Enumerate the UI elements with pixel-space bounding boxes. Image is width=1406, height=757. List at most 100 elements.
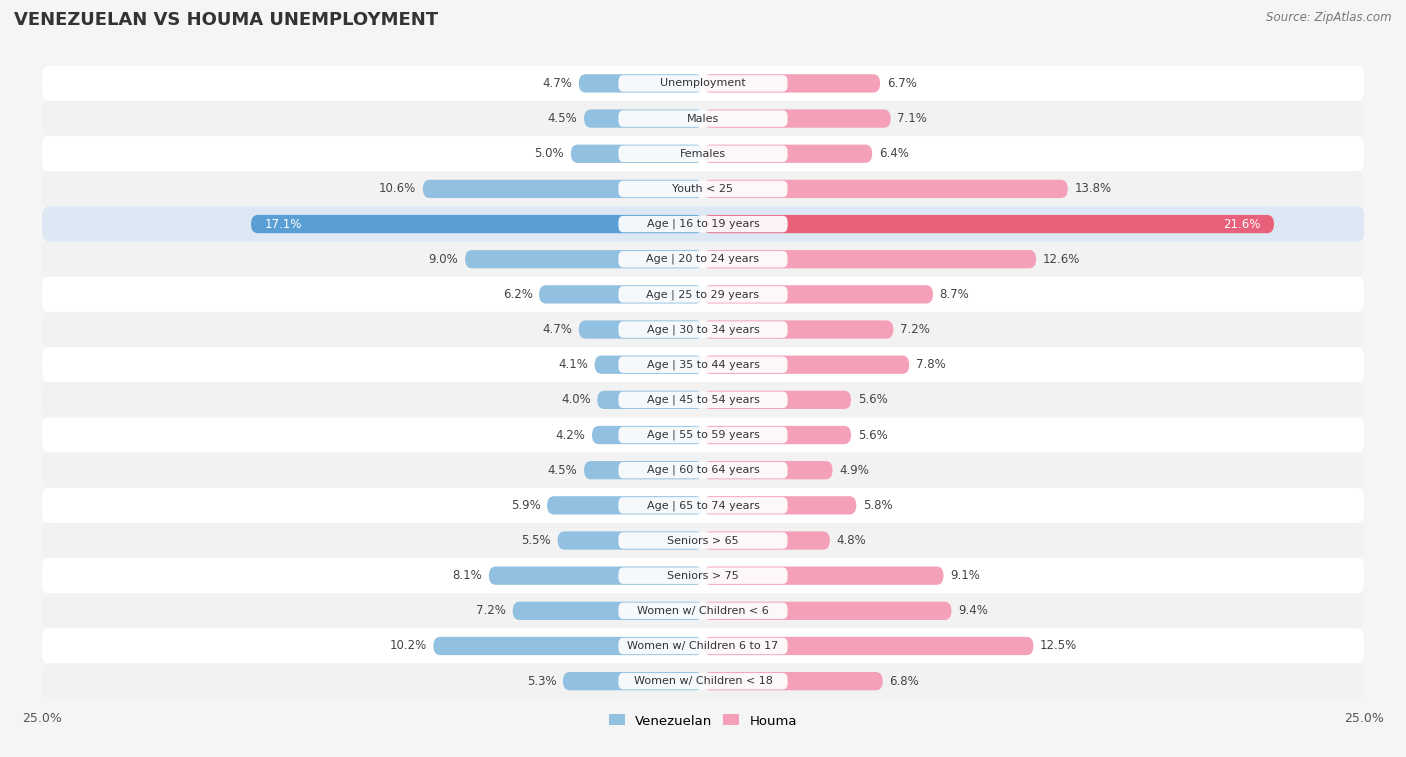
Text: 7.8%: 7.8% xyxy=(915,358,945,371)
Text: Females: Females xyxy=(681,148,725,159)
FancyBboxPatch shape xyxy=(579,320,703,338)
FancyBboxPatch shape xyxy=(513,602,703,620)
Text: Age | 20 to 24 years: Age | 20 to 24 years xyxy=(647,254,759,264)
Text: Seniors > 75: Seniors > 75 xyxy=(666,571,740,581)
FancyBboxPatch shape xyxy=(547,496,703,515)
FancyBboxPatch shape xyxy=(558,531,703,550)
Legend: Venezuelan, Houma: Venezuelan, Houma xyxy=(603,709,803,733)
FancyBboxPatch shape xyxy=(703,496,856,515)
FancyBboxPatch shape xyxy=(703,320,893,338)
FancyBboxPatch shape xyxy=(703,426,851,444)
Text: 5.9%: 5.9% xyxy=(510,499,540,512)
FancyBboxPatch shape xyxy=(703,356,910,374)
Text: 21.6%: 21.6% xyxy=(1223,217,1261,231)
FancyBboxPatch shape xyxy=(703,531,830,550)
Text: 5.6%: 5.6% xyxy=(858,394,887,407)
FancyBboxPatch shape xyxy=(42,382,1364,417)
Text: 8.1%: 8.1% xyxy=(453,569,482,582)
FancyBboxPatch shape xyxy=(619,321,787,338)
FancyBboxPatch shape xyxy=(42,347,1364,382)
Text: 4.7%: 4.7% xyxy=(543,323,572,336)
FancyBboxPatch shape xyxy=(42,488,1364,523)
FancyBboxPatch shape xyxy=(619,427,787,444)
Text: 10.2%: 10.2% xyxy=(389,640,427,653)
Text: 8.7%: 8.7% xyxy=(939,288,969,301)
Text: Age | 55 to 59 years: Age | 55 to 59 years xyxy=(647,430,759,441)
FancyBboxPatch shape xyxy=(703,110,890,128)
FancyBboxPatch shape xyxy=(42,277,1364,312)
FancyBboxPatch shape xyxy=(571,145,703,163)
FancyBboxPatch shape xyxy=(562,672,703,690)
FancyBboxPatch shape xyxy=(703,637,1033,655)
FancyBboxPatch shape xyxy=(583,461,703,479)
Text: Age | 45 to 54 years: Age | 45 to 54 years xyxy=(647,394,759,405)
Text: 7.2%: 7.2% xyxy=(900,323,929,336)
Text: Age | 16 to 19 years: Age | 16 to 19 years xyxy=(647,219,759,229)
FancyBboxPatch shape xyxy=(703,566,943,585)
Text: 5.6%: 5.6% xyxy=(858,428,887,441)
FancyBboxPatch shape xyxy=(703,285,934,304)
FancyBboxPatch shape xyxy=(703,215,1274,233)
Text: Age | 25 to 29 years: Age | 25 to 29 years xyxy=(647,289,759,300)
Text: 12.6%: 12.6% xyxy=(1043,253,1080,266)
FancyBboxPatch shape xyxy=(595,356,703,374)
FancyBboxPatch shape xyxy=(703,74,880,92)
Text: Males: Males xyxy=(688,114,718,123)
FancyBboxPatch shape xyxy=(703,145,872,163)
FancyBboxPatch shape xyxy=(619,75,787,92)
FancyBboxPatch shape xyxy=(619,673,787,690)
FancyBboxPatch shape xyxy=(252,215,703,233)
FancyBboxPatch shape xyxy=(465,250,703,269)
FancyBboxPatch shape xyxy=(619,568,787,584)
Text: Women w/ Children 6 to 17: Women w/ Children 6 to 17 xyxy=(627,641,779,651)
FancyBboxPatch shape xyxy=(619,532,787,549)
FancyBboxPatch shape xyxy=(42,171,1364,207)
Text: 12.5%: 12.5% xyxy=(1040,640,1077,653)
FancyBboxPatch shape xyxy=(703,672,883,690)
FancyBboxPatch shape xyxy=(703,179,1067,198)
Text: 9.1%: 9.1% xyxy=(950,569,980,582)
FancyBboxPatch shape xyxy=(619,603,787,619)
Text: 6.2%: 6.2% xyxy=(502,288,533,301)
FancyBboxPatch shape xyxy=(42,207,1364,241)
FancyBboxPatch shape xyxy=(583,110,703,128)
Text: VENEZUELAN VS HOUMA UNEMPLOYMENT: VENEZUELAN VS HOUMA UNEMPLOYMENT xyxy=(14,11,439,30)
Text: Unemployment: Unemployment xyxy=(661,79,745,89)
Text: 6.8%: 6.8% xyxy=(890,674,920,687)
FancyBboxPatch shape xyxy=(42,558,1364,593)
FancyBboxPatch shape xyxy=(423,179,703,198)
Text: 4.5%: 4.5% xyxy=(548,464,578,477)
Text: 4.8%: 4.8% xyxy=(837,534,866,547)
FancyBboxPatch shape xyxy=(619,145,787,162)
FancyBboxPatch shape xyxy=(42,593,1364,628)
FancyBboxPatch shape xyxy=(619,216,787,232)
FancyBboxPatch shape xyxy=(42,523,1364,558)
Text: 4.2%: 4.2% xyxy=(555,428,585,441)
FancyBboxPatch shape xyxy=(489,566,703,585)
Text: 9.0%: 9.0% xyxy=(429,253,458,266)
Text: Women w/ Children < 6: Women w/ Children < 6 xyxy=(637,606,769,616)
FancyBboxPatch shape xyxy=(703,250,1036,269)
FancyBboxPatch shape xyxy=(619,181,787,197)
Text: 13.8%: 13.8% xyxy=(1074,182,1112,195)
FancyBboxPatch shape xyxy=(42,628,1364,664)
FancyBboxPatch shape xyxy=(619,637,787,654)
FancyBboxPatch shape xyxy=(598,391,703,409)
Text: 4.0%: 4.0% xyxy=(561,394,591,407)
Text: 17.1%: 17.1% xyxy=(264,217,302,231)
Text: 4.7%: 4.7% xyxy=(543,77,572,90)
FancyBboxPatch shape xyxy=(592,426,703,444)
Text: 7.1%: 7.1% xyxy=(897,112,927,125)
Text: 5.8%: 5.8% xyxy=(863,499,893,512)
FancyBboxPatch shape xyxy=(42,312,1364,347)
Text: 6.4%: 6.4% xyxy=(879,148,908,160)
FancyBboxPatch shape xyxy=(619,497,787,513)
Text: Age | 30 to 34 years: Age | 30 to 34 years xyxy=(647,324,759,335)
Text: 4.5%: 4.5% xyxy=(548,112,578,125)
FancyBboxPatch shape xyxy=(619,462,787,478)
FancyBboxPatch shape xyxy=(619,251,787,267)
FancyBboxPatch shape xyxy=(619,286,787,303)
FancyBboxPatch shape xyxy=(703,391,851,409)
FancyBboxPatch shape xyxy=(42,136,1364,171)
FancyBboxPatch shape xyxy=(42,101,1364,136)
